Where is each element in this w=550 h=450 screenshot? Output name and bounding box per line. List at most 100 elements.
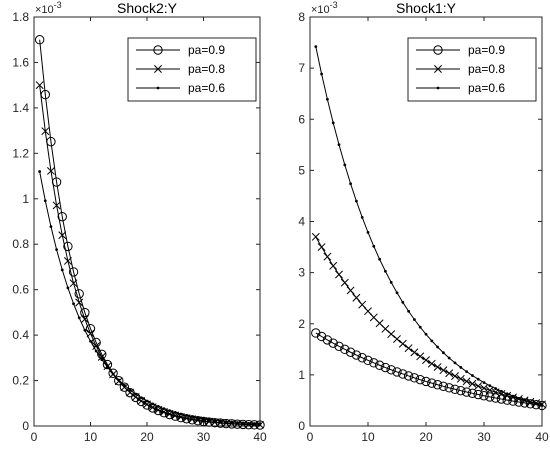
data-point [511,394,515,398]
data-point [80,315,89,324]
data-point [241,421,245,425]
data-point [94,349,98,353]
data-point [68,267,79,277]
data-point [540,404,544,407]
legend-marker [434,65,442,73]
data-point [106,365,109,369]
data-point [131,393,140,401]
data-point [340,278,349,287]
chart-2: Shock1:Y×10-30 10 20 30 40012345678pa=0.9pa=… [298,0,549,444]
data-point [427,359,436,368]
data-point [236,421,239,424]
data-point [444,383,454,393]
series-dot [38,170,262,426]
data-point [352,293,361,302]
data-point [213,418,217,422]
data-point [334,341,344,352]
series-line [39,171,261,425]
data-point [41,127,50,136]
data-point [409,373,420,383]
data-point [66,286,70,290]
data-point [380,362,391,373]
series-x [311,232,546,409]
y-tick-label: 0.8 [12,237,29,251]
legend-label: pa=0.9 [188,43,225,57]
series-line [315,236,543,405]
data-point [369,358,379,368]
data-point [427,378,437,388]
legend: pa=0.9 pa=0.8 pa=0.6 [127,37,257,102]
data-point [421,376,431,387]
data-point [537,400,547,411]
data-point [346,286,355,295]
data-point [185,413,188,417]
data-point [119,382,130,392]
exponent-label: ×10-3 [35,0,62,16]
data-point [335,270,343,279]
data-point [459,366,463,369]
data-point [316,331,327,342]
data-point [80,307,90,318]
data-point [230,420,234,424]
data-point [168,409,172,413]
data-point [72,302,75,306]
data-point [392,367,402,377]
data-point [202,417,205,421]
data-point [134,392,138,396]
data-point [424,332,428,336]
series-dot [314,45,544,407]
data-point [145,399,149,403]
data-point [49,225,53,229]
data-point [322,335,333,345]
y-tick-label: 6 [298,112,305,126]
legend-label: pa=0.6 [468,81,505,95]
data-point [445,369,454,378]
x-tick-label: 30 [477,430,491,444]
y-tick-label: 0 [298,419,305,433]
data-point [207,418,211,421]
legend-marker [436,86,440,90]
chart-title: Shock2:Y [117,0,178,16]
data-point [485,386,494,395]
data-point [156,405,160,408]
y-tick-label: 1 [298,368,305,382]
data-point [252,422,256,425]
data-point [258,422,262,426]
y-tick-label: 1.2 [12,146,29,160]
x-tick-label: 10 [84,430,98,444]
data-point [462,377,471,386]
data-point [74,289,84,299]
data-point [196,416,200,420]
data-point [63,256,72,265]
data-point [123,383,126,387]
data-point [317,243,326,252]
data-point [479,391,489,401]
y-tick-label: 0.6 [12,283,29,297]
data-point [117,378,121,382]
data-point [331,121,335,125]
data-point [372,244,376,248]
data-point [387,330,396,339]
data-point [102,359,113,370]
data-point [488,384,492,388]
data-point [505,392,509,396]
legend-label: pa=0.6 [188,81,225,95]
data-point [126,388,135,397]
data-point [173,411,177,414]
data-point [386,365,396,375]
x-tick-label: 40 [535,430,549,444]
data-point [395,291,399,295]
legend: pa=0.9 pa=0.8 pa=0.6 [407,37,537,102]
data-point [108,368,118,378]
data-point [329,261,338,270]
data-point [328,338,338,348]
y-tick-label: 0.4 [12,328,29,342]
data-point [529,400,532,404]
data-point [467,388,478,399]
series-circle [311,328,547,411]
data-point [219,419,222,423]
series-line [315,332,543,406]
data-point [456,374,465,383]
data-point [83,328,87,332]
data-point [349,182,352,186]
